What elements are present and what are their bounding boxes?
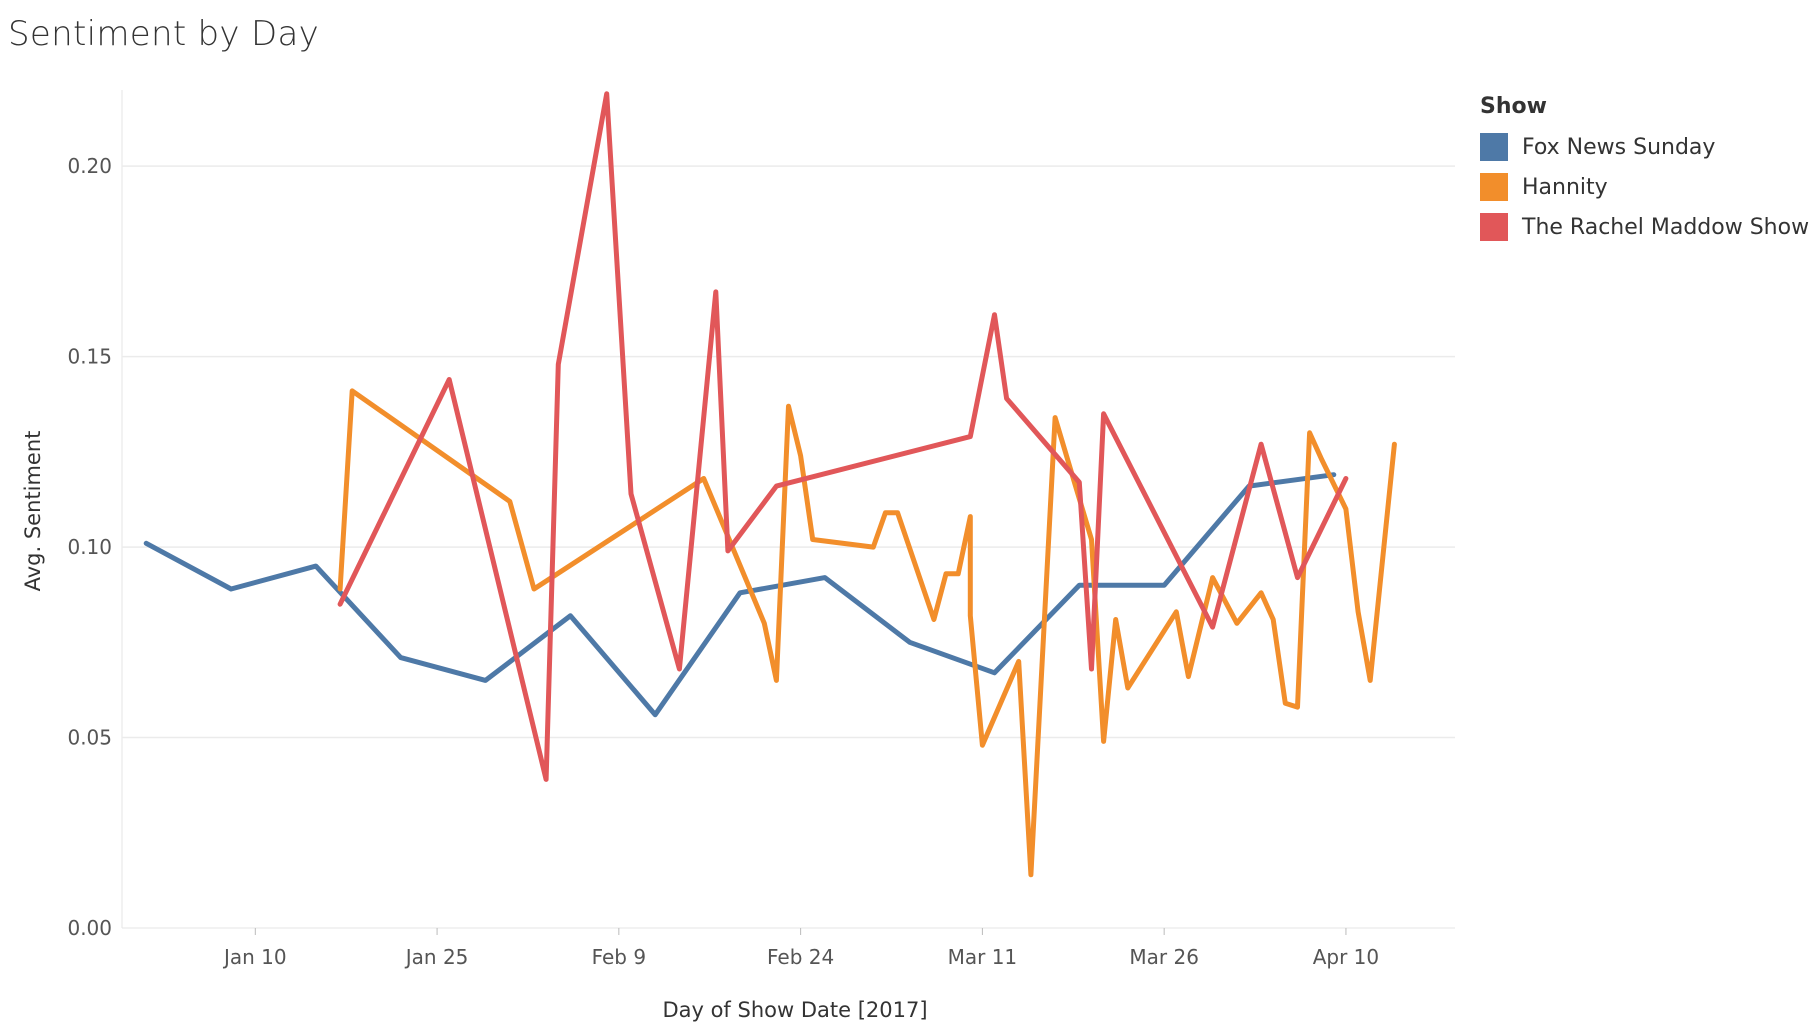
legend-item[interactable]: Hannity (1480, 167, 1809, 207)
legend-label: Hannity (1522, 174, 1608, 200)
x-tick-label: Mar 11 (948, 945, 1018, 969)
legend-label: Fox News Sunday (1522, 134, 1716, 160)
gridlines (121, 90, 1455, 929)
series-lines (143, 91, 1397, 878)
x-tick-label: Feb 24 (767, 945, 834, 969)
chart-title: Sentiment by Day (8, 14, 319, 54)
legend-swatch (1480, 213, 1508, 241)
legend-swatch (1480, 133, 1508, 161)
series-line-the-rachel-maddow-show[interactable] (337, 91, 1349, 782)
x-axis-title: Day of Show Date [2017] (662, 998, 927, 1022)
y-tick-label: 0.00 (67, 916, 112, 940)
y-tick-label: 0.20 (67, 154, 112, 178)
x-tick-label: Mar 26 (1129, 945, 1199, 969)
legend-item[interactable]: The Rachel Maddow Show (1480, 207, 1809, 247)
y-tick-label: 0.05 (67, 726, 112, 750)
y-tick-label: 0.10 (67, 535, 112, 559)
legend-label: The Rachel Maddow Show (1522, 214, 1810, 240)
series-line-hannity[interactable] (337, 388, 1397, 878)
legend: Show Fox News Sunday Hannity The Rachel Ma… (1480, 94, 1809, 247)
x-tick-label: Jan 25 (404, 945, 469, 969)
y-tick-label: 0.15 (67, 345, 112, 369)
legend-items: Fox News Sunday Hannity The Rachel Maddow … (1480, 127, 1809, 247)
x-tick-label: Feb 9 (592, 945, 647, 969)
y-axis: 0.00 0.05 0.10 0.15 0.20 (67, 154, 112, 940)
x-axis: Jan 10 Jan 25 Feb 9 Feb 24 Mar 11 Mar 26 Apr 1… (222, 928, 1379, 969)
legend-title: Show (1480, 94, 1547, 119)
legend-swatch (1480, 173, 1508, 201)
x-tick-label: Jan 10 (222, 945, 287, 969)
legend-item[interactable]: Fox News Sunday (1480, 127, 1809, 167)
y-axis-title: Avg. Sentiment (21, 431, 45, 592)
x-tick-label: Apr 10 (1313, 945, 1379, 969)
